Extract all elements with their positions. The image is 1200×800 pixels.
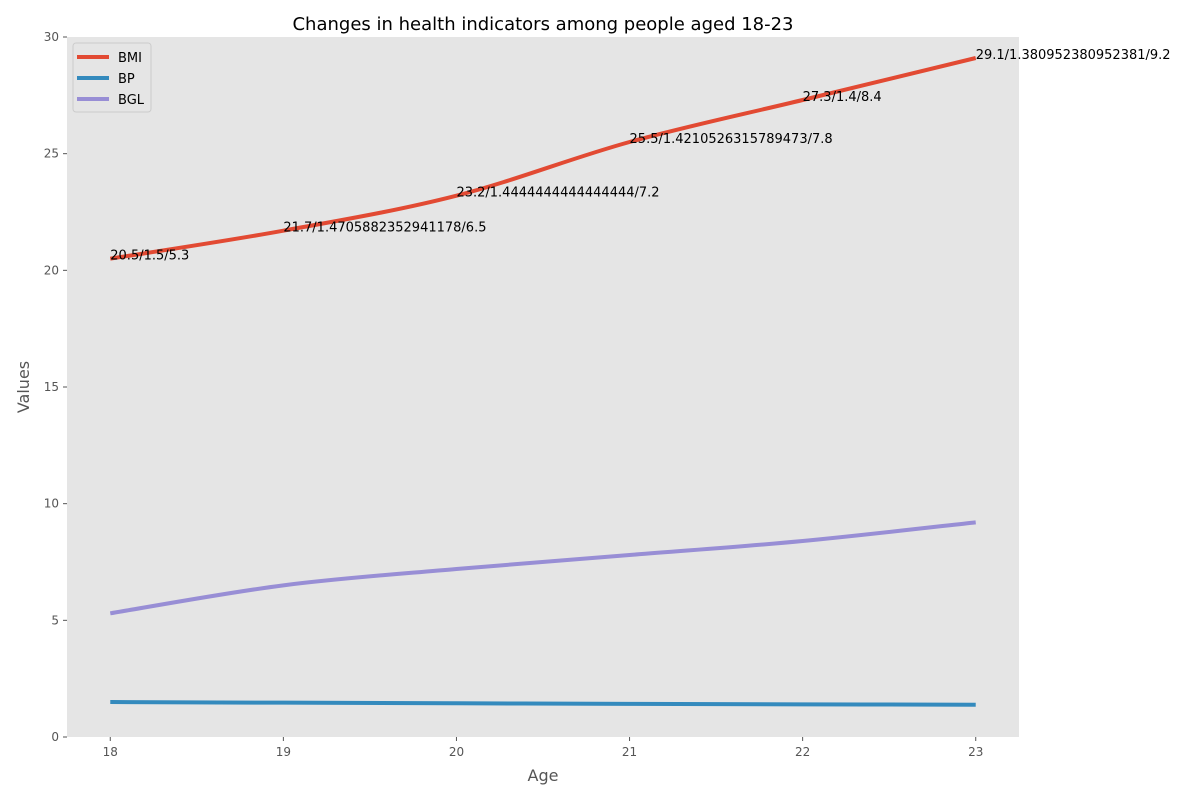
x-axis-label: Age xyxy=(528,766,559,785)
legend: BMI BP BGL xyxy=(72,42,152,113)
y-tick-label: 0 xyxy=(51,730,59,744)
y-axis-label: Values xyxy=(14,361,33,413)
series-lines xyxy=(109,56,977,707)
data-label: 27.3/1.4/8.4 xyxy=(803,90,882,105)
series-line-bmi xyxy=(109,56,977,261)
x-tick-label: 18 xyxy=(103,745,118,759)
x-tick-label: 21 xyxy=(622,745,637,759)
data-label: 20.5/1.5/5.3 xyxy=(110,249,189,264)
legend-label: BP xyxy=(118,72,135,87)
y-axis: 0 5 10 15 20 25 30 xyxy=(44,30,67,744)
x-tick-label: 20 xyxy=(449,745,464,759)
y-tick-label: 5 xyxy=(51,613,59,627)
x-axis: 18 19 20 21 22 23 xyxy=(103,737,983,759)
series-line-bgl xyxy=(109,520,976,616)
data-label: 29.1/1.380952380952381/9.2 xyxy=(976,48,1171,63)
x-tick-label: 23 xyxy=(968,745,983,759)
data-label: 25.5/1.4210526315789473/7.8 xyxy=(630,132,833,147)
y-tick-label: 25 xyxy=(44,147,59,161)
chart-title: Changes in health indicators among peopl… xyxy=(292,14,793,35)
y-tick-label: 30 xyxy=(44,30,59,44)
data-label: 21.7/1.4705882352941178/6.5 xyxy=(283,221,486,236)
x-tick-label: 22 xyxy=(795,745,810,759)
data-labels: 20.5/1.5/5.3 21.7/1.4705882352941178/6.5 2… xyxy=(110,48,1170,264)
y-tick-label: 10 xyxy=(44,497,59,511)
series-line-bp xyxy=(110,700,976,707)
plot-area xyxy=(67,37,1019,737)
legend-label: BMI xyxy=(118,51,142,66)
x-tick-label: 19 xyxy=(276,745,291,759)
legend-box xyxy=(72,42,152,113)
legend-label: BGL xyxy=(118,93,145,108)
data-label: 23.2/1.4444444444444444/7.2 xyxy=(456,186,659,201)
y-tick-label: 15 xyxy=(44,380,59,394)
y-tick-label: 20 xyxy=(44,263,59,277)
